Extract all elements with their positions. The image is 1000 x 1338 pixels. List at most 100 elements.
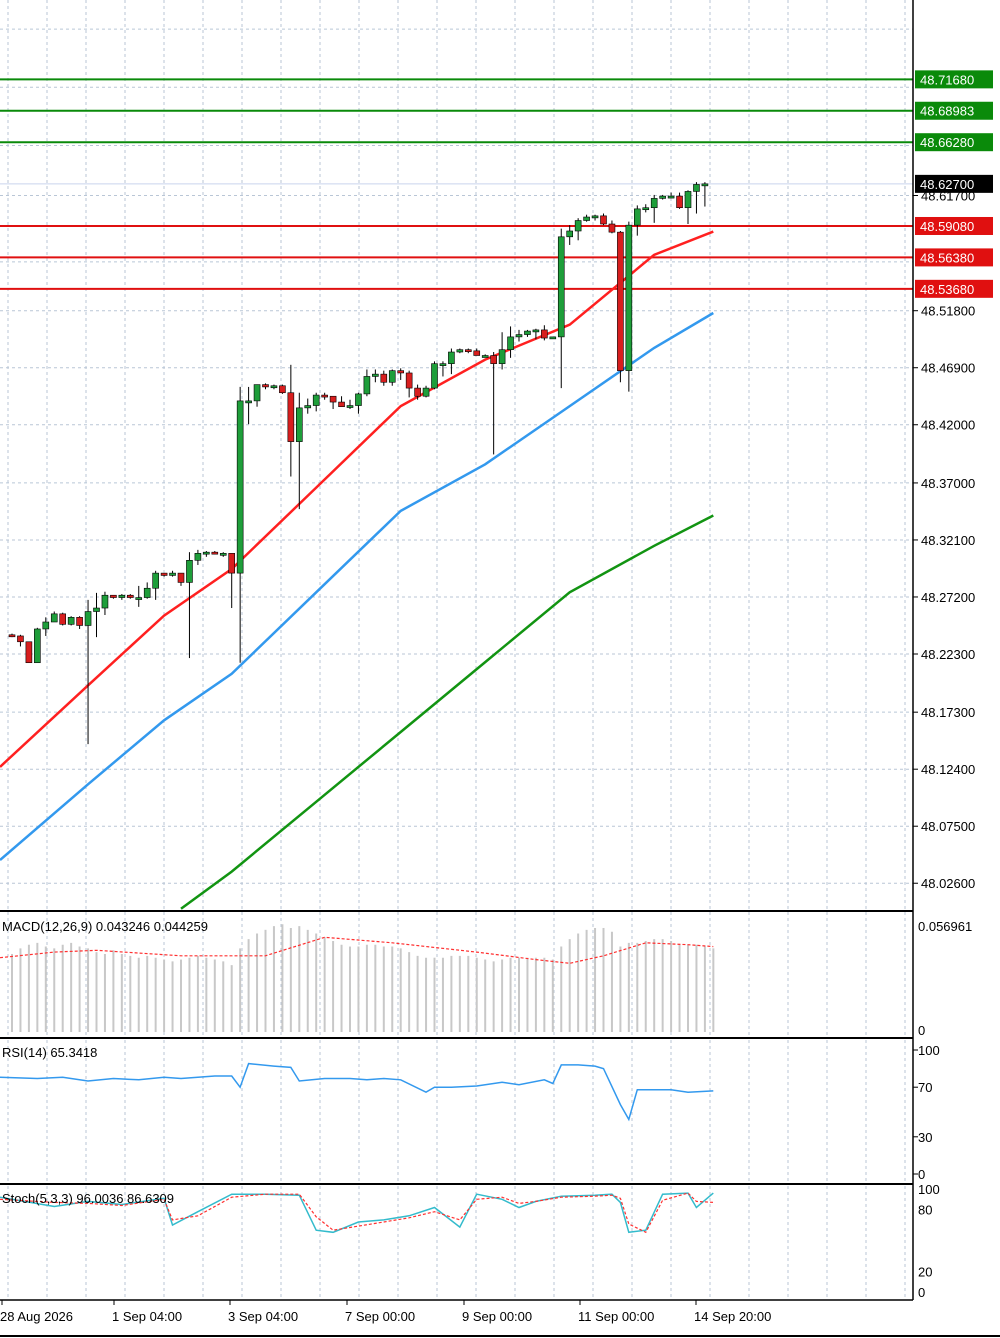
candle-body bbox=[422, 387, 430, 397]
price-axis: 48.6170048.5180048.4690048.4200048.37000… bbox=[913, 70, 993, 1300]
candle bbox=[600, 213, 607, 226]
candle-body bbox=[642, 207, 650, 211]
candle-body bbox=[456, 349, 464, 353]
resistance-label-box bbox=[915, 70, 993, 89]
candle-body bbox=[127, 594, 134, 598]
candle-body bbox=[270, 385, 278, 389]
price-tick-label: 48.51800 bbox=[921, 304, 975, 319]
candle bbox=[372, 369, 379, 383]
candle bbox=[566, 225, 574, 245]
candle bbox=[84, 599, 92, 745]
time-tick-label: 11 Sep 00:00 bbox=[578, 1309, 654, 1324]
rsi-tick-label: 30 bbox=[918, 1130, 932, 1145]
stoch-tick-label: 100 bbox=[918, 1182, 940, 1197]
support-label: 48.56380 bbox=[920, 250, 974, 265]
candle bbox=[439, 361, 447, 377]
candle-body bbox=[304, 405, 312, 409]
candle bbox=[481, 354, 489, 358]
candle bbox=[591, 214, 599, 221]
candle bbox=[93, 592, 100, 638]
support-label: 48.53680 bbox=[920, 282, 974, 297]
time-tick-label: 28 Aug 2026 bbox=[0, 1309, 73, 1324]
candle bbox=[532, 328, 540, 340]
candle-body bbox=[312, 394, 320, 406]
candle-body bbox=[541, 329, 548, 339]
candle-body bbox=[515, 334, 523, 338]
time-tick-label: 3 Sep 04:00 bbox=[228, 1309, 298, 1324]
candle bbox=[507, 326, 514, 358]
candle bbox=[633, 205, 641, 236]
candle bbox=[498, 332, 506, 370]
candle-body bbox=[355, 393, 362, 406]
candle-body bbox=[701, 183, 709, 187]
candle bbox=[76, 616, 83, 629]
price-levels bbox=[0, 78, 913, 290]
candle-body bbox=[481, 355, 489, 358]
stoch-tick-label: 0 bbox=[918, 1285, 925, 1300]
candle-body bbox=[8, 634, 16, 638]
candles bbox=[8, 182, 709, 745]
candle-body bbox=[667, 195, 675, 199]
candle-body bbox=[279, 385, 286, 394]
candle bbox=[262, 383, 269, 390]
candle bbox=[659, 194, 666, 200]
candle bbox=[25, 641, 33, 664]
candle-body bbox=[329, 395, 337, 403]
candle bbox=[448, 348, 455, 375]
candle bbox=[101, 591, 109, 616]
candle-body bbox=[177, 572, 185, 583]
rsi-line bbox=[0, 1062, 714, 1122]
resistance-label-box bbox=[915, 101, 993, 120]
price-tick-label: 48.46900 bbox=[921, 361, 975, 376]
ma-slow-line bbox=[180, 514, 714, 910]
candle bbox=[152, 570, 159, 600]
candle bbox=[557, 228, 565, 389]
candle-body bbox=[169, 572, 176, 576]
candle-body bbox=[245, 400, 252, 404]
candle bbox=[59, 612, 67, 626]
rsi-tick-label: 0 bbox=[918, 1167, 925, 1182]
candle bbox=[135, 585, 143, 607]
stoch-tick-label: 80 bbox=[918, 1203, 932, 1218]
candle-body bbox=[693, 184, 700, 192]
candle-body bbox=[388, 370, 396, 383]
candle-body bbox=[372, 373, 379, 377]
candle bbox=[338, 396, 345, 408]
candle-body bbox=[203, 551, 210, 555]
candle bbox=[456, 348, 464, 354]
candle bbox=[270, 384, 278, 390]
candle bbox=[380, 370, 388, 386]
candle bbox=[667, 192, 675, 199]
stoch-label: Stoch(5,3,3) 96.0036 86.6309 bbox=[2, 1191, 174, 1206]
candle-body bbox=[684, 191, 692, 209]
candle-body bbox=[211, 551, 219, 555]
candle-body bbox=[160, 572, 168, 576]
candle bbox=[253, 384, 261, 407]
candle-body bbox=[414, 387, 421, 397]
candle-body bbox=[600, 215, 607, 225]
candle-body bbox=[67, 617, 75, 625]
stoch-tick-label: 20 bbox=[918, 1264, 932, 1279]
current-price-label: 48.62700 bbox=[920, 177, 974, 192]
candle bbox=[50, 611, 58, 623]
price-tick-label: 48.32100 bbox=[921, 533, 975, 548]
stoch-signal-line bbox=[0, 1192, 714, 1234]
grid bbox=[0, 0, 913, 1300]
candle bbox=[42, 617, 50, 636]
support-label-box bbox=[915, 248, 993, 267]
macd-tick-label: 0 bbox=[918, 1023, 925, 1038]
candle-body bbox=[431, 363, 438, 389]
candle-body bbox=[380, 373, 388, 383]
candle bbox=[676, 192, 683, 209]
candle-body bbox=[236, 400, 244, 574]
candle bbox=[464, 348, 472, 354]
time-tick-label: 1 Sep 04:00 bbox=[112, 1309, 182, 1324]
candle-body bbox=[34, 628, 41, 664]
candle bbox=[346, 399, 354, 410]
candle bbox=[17, 634, 24, 647]
candle bbox=[422, 385, 430, 398]
candle bbox=[650, 194, 658, 223]
price-tick-label: 48.07500 bbox=[921, 819, 975, 834]
